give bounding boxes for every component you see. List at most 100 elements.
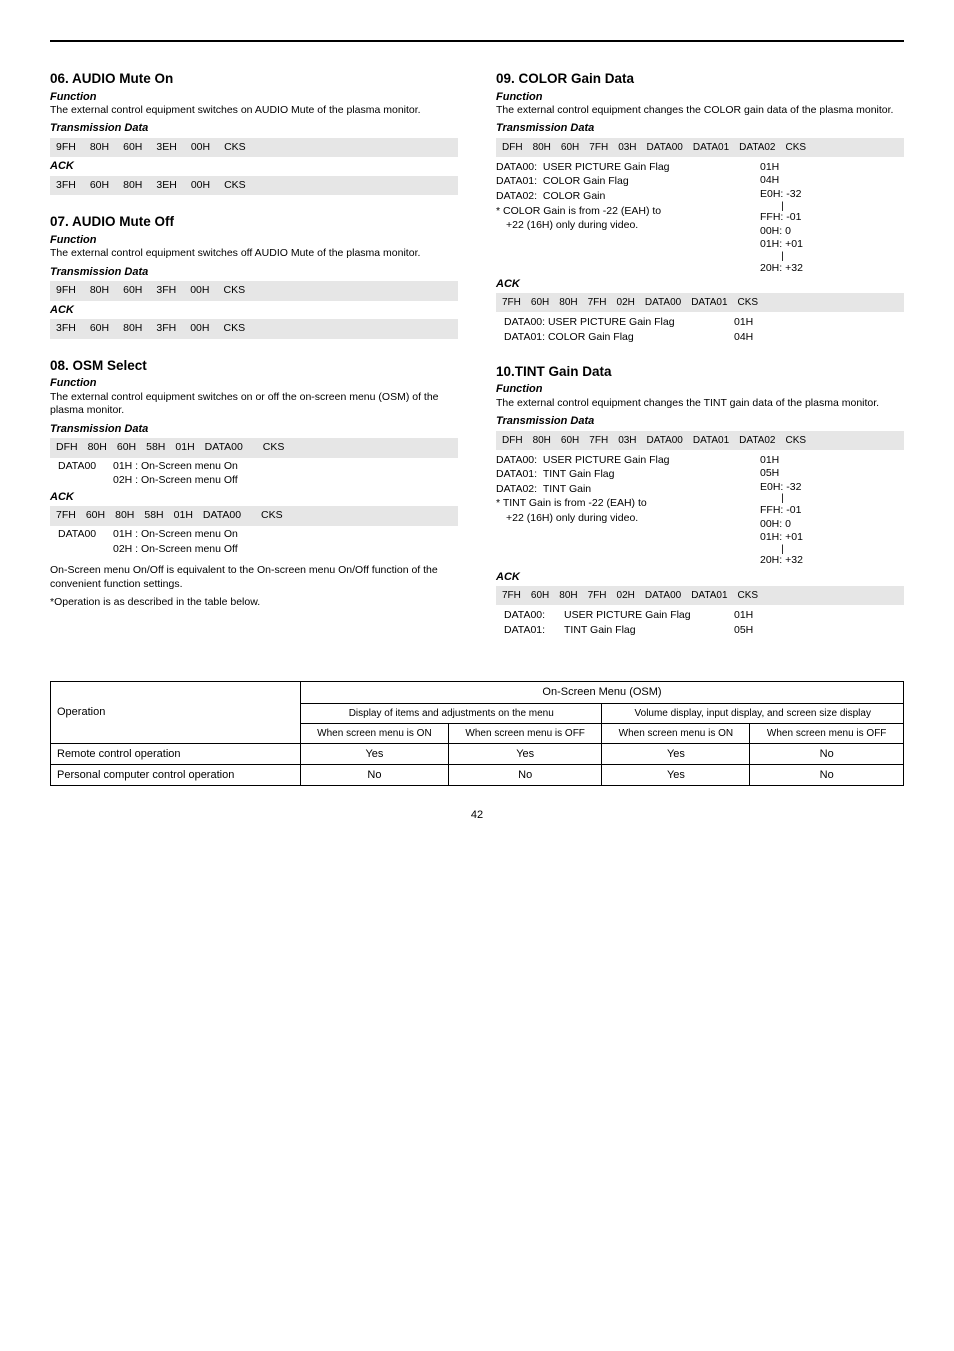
range-value: 00H: 0 — [760, 225, 904, 239]
label: DATA01: COLOR Gain Flag — [504, 331, 734, 345]
cell: No — [448, 765, 602, 786]
function-desc: The external control equipment changes t… — [496, 104, 904, 118]
data-row: 3FH 60H 80H 3EH 00H CKS — [50, 176, 458, 196]
data-row: 3FH 60H 80H 3FH 00H CKS — [50, 319, 458, 339]
ack-label: ACK — [50, 490, 458, 504]
section-08: 08. OSM Select Function The external con… — [50, 357, 458, 609]
function-desc: The external control equipment switches … — [50, 247, 458, 261]
label: DATA00: — [504, 609, 564, 623]
cell: 7FH — [588, 296, 607, 309]
cell: CKS — [224, 179, 246, 193]
header-operation: Operation — [51, 682, 301, 743]
value: USER PICTURE Gain Flag — [564, 609, 734, 623]
range-value: 04H — [760, 174, 904, 188]
cell: DATA00 — [647, 434, 683, 447]
cell: 60H — [123, 141, 142, 155]
cell: 3FH — [56, 322, 76, 336]
function-desc: The external control equipment switches … — [50, 391, 458, 418]
cell: 03H — [618, 141, 636, 154]
label: DATA00: USER PICTURE Gain Flag — [504, 316, 734, 330]
ack-label: ACK — [50, 159, 458, 173]
value: USER PICTURE Gain Flag — [543, 161, 670, 173]
cell: 60H — [90, 322, 109, 336]
ack-label: ACK — [496, 277, 904, 291]
note: *Operation is as described in the table … — [50, 596, 458, 610]
cell: CKS — [785, 141, 806, 154]
label: DATA00: — [496, 454, 537, 466]
value: 05H — [734, 624, 753, 638]
range-value: 20H: +32 — [760, 554, 904, 568]
cell: DATA00 — [647, 141, 683, 154]
cell: DATA00 — [205, 441, 243, 455]
cell: Yes — [602, 765, 750, 786]
data-row: DFH 80H 60H 58H 01H DATA00 CKS — [50, 438, 458, 458]
cell: CKS — [263, 441, 285, 455]
range-value: FFH: -01 — [760, 504, 904, 518]
cell: Yes — [301, 743, 449, 764]
section-title: 06. AUDIO Mute On — [50, 70, 458, 88]
note: On-Screen menu On/Off is equivalent to t… — [50, 564, 458, 591]
cell: 3FH — [56, 179, 76, 193]
range-pipe-icon: | — [760, 252, 805, 261]
range-value: 05H — [760, 467, 904, 481]
page-number: 42 — [50, 808, 904, 822]
cell: DFH — [502, 434, 523, 447]
cell: 60H — [531, 589, 549, 602]
cell: CKS — [785, 434, 806, 447]
header-sub: When screen menu is ON — [301, 723, 449, 743]
table-row: Personal computer control operation No N… — [51, 765, 904, 786]
header-sub: When screen menu is OFF — [448, 723, 602, 743]
cell: DATA02 — [739, 434, 775, 447]
section-title: 09. COLOR Gain Data — [496, 70, 904, 88]
cell: 7FH — [502, 296, 521, 309]
cell: 60H — [117, 441, 136, 455]
cell: 02H — [617, 296, 635, 309]
ack-definitions: DATA00: USER PICTURE Gain Flag01H DATA01… — [504, 316, 904, 344]
data-definitions: DATA0001H : On-Screen menu On 02H : On-S… — [58, 528, 458, 556]
left-column: 06. AUDIO Mute On Function The external … — [50, 70, 458, 655]
cell: 80H — [90, 141, 109, 155]
data-row: 7FH 60H 80H 7FH 02H DATA00 DATA01 CKS — [496, 293, 904, 312]
cell: 60H — [123, 284, 142, 298]
header-display: Display of items and adjustments on the … — [301, 703, 602, 723]
cell: 01H — [174, 509, 193, 523]
cell: CKS — [223, 322, 245, 336]
transmission-label: Transmission Data — [50, 422, 458, 436]
cell: DATA00 — [203, 509, 241, 523]
section-title: 08. OSM Select — [50, 357, 458, 375]
ack-definitions: DATA00:USER PICTURE Gain Flag01H DATA01:… — [504, 609, 904, 637]
range-value: 01H — [760, 161, 904, 175]
cell: 3FH — [156, 322, 176, 336]
cell: 3FH — [156, 284, 176, 298]
cell: 00H — [190, 284, 209, 298]
cell: 80H — [123, 322, 142, 336]
cell: Personal computer control operation — [51, 765, 301, 786]
cell: CKS — [261, 509, 283, 523]
cell: DATA02 — [739, 141, 775, 154]
cell: 80H — [559, 296, 577, 309]
cell: 9FH — [56, 141, 76, 155]
cell: Yes — [602, 743, 750, 764]
cell: 80H — [559, 589, 577, 602]
cell: 7FH — [502, 589, 521, 602]
note: * COLOR Gain is from -22 (EAH) to — [496, 205, 726, 219]
cell: Remote control operation — [51, 743, 301, 764]
data-definitions: DATA0001H : On-Screen menu On 02H : On-S… — [58, 460, 458, 488]
value: 04H — [734, 331, 753, 345]
two-column-layout: 06. AUDIO Mute On Function The external … — [50, 70, 904, 655]
function-desc: The external control equipment changes t… — [496, 397, 904, 411]
function-label: Function — [496, 90, 904, 104]
cell: 7FH — [589, 141, 608, 154]
label: DATA01: — [504, 624, 564, 638]
label: DATA00 — [58, 460, 113, 474]
function-label: Function — [496, 382, 904, 396]
cell: CKS — [738, 296, 759, 309]
function-label: Function — [50, 376, 458, 390]
value: 01H : On-Screen menu On — [113, 460, 238, 472]
cell: CKS — [224, 141, 246, 155]
cell: CKS — [738, 589, 759, 602]
cell: 3EH — [156, 141, 176, 155]
label: DATA01: — [496, 468, 537, 480]
cell: No — [750, 765, 904, 786]
cell: No — [301, 765, 449, 786]
